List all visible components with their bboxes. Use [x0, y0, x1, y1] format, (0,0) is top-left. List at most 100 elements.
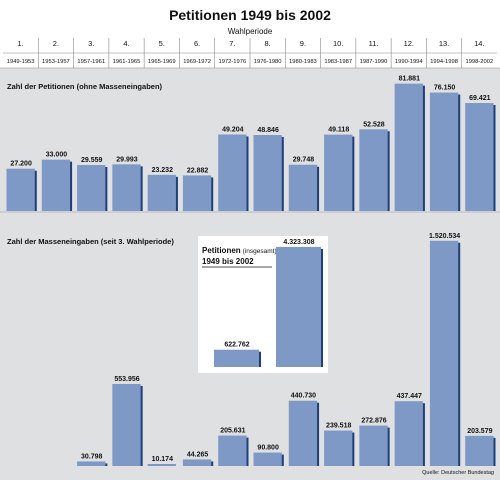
wahlperiode-label: Wahlperiode	[228, 27, 273, 36]
period-years: 1998-2002	[465, 59, 493, 65]
source-note: Quelle: Deutscher Bundestag	[422, 470, 494, 476]
petitions-bar-shadow	[69, 161, 73, 211]
mass-petitions-bar	[359, 425, 388, 466]
period-number: 5.	[159, 39, 165, 48]
petitions-bar-shadow	[210, 177, 214, 211]
petitions-bar-label: 29.748	[293, 157, 315, 164]
period-number: 10.	[333, 39, 343, 48]
petitions-series: 27.200 33.000 29.559 29.993 23.232 22.882 49.2…	[0, 76, 500, 213]
mass-petitions-bar	[324, 430, 353, 466]
mass-petitions-bar	[147, 464, 176, 466]
period-years: 1983-1987	[324, 59, 352, 65]
petitions-bar-shadow	[386, 131, 390, 211]
period-years: 1953-1957	[42, 59, 70, 65]
petitions-bar-label: 27.200	[10, 161, 32, 168]
petitions-bar	[253, 135, 282, 211]
petitions-bar-shadow	[139, 166, 143, 211]
mass-petitions-bar-shadow	[386, 427, 390, 466]
petitions-bar	[147, 174, 176, 211]
petitions-bar-label: 49.204	[222, 126, 244, 133]
mass-petitions-bar-shadow	[245, 437, 249, 466]
period-number: 13.	[439, 39, 449, 48]
mass-petitions-bar-shadow	[457, 242, 461, 466]
petitions-bar-label: 29.993	[116, 156, 138, 163]
petitions-bar	[394, 83, 423, 211]
chart-title: Petitionen 1949 bis 2002	[169, 7, 331, 23]
petitions-bar	[324, 134, 353, 211]
period-number: 9.	[300, 39, 306, 48]
period-years: 1987-1990	[360, 59, 388, 65]
mass-petitions-bar	[394, 401, 423, 466]
mass-petitions-bar-label: 44.265	[187, 451, 209, 458]
mass-petitions-bar	[288, 400, 318, 466]
petitions-bar-label: 23.232	[152, 167, 174, 174]
inset-bar-label: 622.762	[224, 342, 249, 349]
inset-title-line2: 1949 bis 2002	[202, 257, 254, 266]
mass-petitions-bar-shadow	[280, 454, 284, 466]
mass-petitions-bar-shadow	[351, 432, 355, 466]
petitions-bar	[182, 175, 212, 211]
petitions-bar-label: 76.150	[434, 85, 456, 92]
petitions-bar-shadow	[280, 137, 284, 211]
mass-petitions-bar-label: 553.956	[114, 376, 139, 383]
mass-petitions-bar-shadow	[421, 403, 425, 466]
period-years: 1949-1953	[7, 59, 35, 65]
mass-petitions-bar-shadow	[316, 402, 320, 466]
series2-label: Zahl der Masseneingaben (seit 3. Wahlper…	[7, 237, 174, 246]
period-number: 12.	[404, 39, 414, 48]
period-years: 1969-1972	[183, 59, 211, 65]
petitions-bar-shadow	[316, 166, 320, 211]
mass-petitions-bar	[253, 452, 282, 466]
petitions-bar-label: 52.528	[363, 121, 385, 128]
petitions-bar-shadow	[351, 136, 355, 211]
mass-petitions-bar-shadow	[492, 437, 496, 466]
petitions-bar-label: 48.846	[257, 127, 279, 134]
mass-petitions-bar	[218, 435, 247, 466]
mass-petitions-bar-label: 205.631	[220, 428, 245, 435]
petitions-bar	[288, 164, 318, 211]
petitions-bar-shadow	[457, 94, 461, 211]
period-years: 1965-1969	[148, 59, 176, 65]
period-years: 1961-1965	[113, 59, 141, 65]
petitions-bar	[429, 92, 459, 211]
period-number: 1.	[18, 39, 24, 48]
petitions-bar-label: 33.000	[46, 152, 68, 159]
inset-title-main: Petitionen	[202, 246, 241, 255]
period-number: 4.	[123, 39, 129, 48]
inset-bar-label: 4.323.308	[283, 239, 314, 246]
period-years: 1990-1994	[395, 59, 423, 65]
period-years: 1980-1983	[289, 59, 317, 65]
mass-petitions-bar-shadow	[210, 461, 214, 466]
inset-series: 622.762 4.323.308	[214, 239, 323, 367]
petitions-bar-shadow	[33, 170, 37, 211]
petitions-bar-label: 69.421	[469, 95, 491, 102]
period-number: 7.	[229, 39, 235, 48]
mass-petitions-bar	[77, 461, 106, 466]
period-number: 6.	[194, 39, 200, 48]
mass-petitions-bar	[465, 435, 494, 466]
mass-petitions-bar-label: 30.798	[81, 453, 103, 460]
mass-petitions-bar-shadow	[104, 463, 108, 466]
petitions-bar-label: 29.559	[81, 157, 103, 164]
inset-bar	[214, 349, 259, 367]
mass-petitions-bar-label: 437.447	[397, 393, 422, 400]
petitions-bar	[6, 168, 35, 211]
mass-petitions-bar-label: 1.520.534	[429, 233, 460, 240]
petitions-bar	[77, 165, 106, 211]
petitions-bar	[112, 164, 141, 211]
petitions-bar-shadow	[492, 105, 496, 211]
mass-petitions-bar-label: 272.876	[361, 418, 386, 425]
mass-petitions-bar	[429, 240, 459, 466]
inset-bar	[276, 246, 321, 367]
mass-petitions-bar-label: 90.800	[257, 445, 279, 452]
mass-petitions-bar	[182, 459, 212, 466]
period-years: 1972-1976	[218, 59, 246, 65]
period-number: 14.	[474, 39, 484, 48]
petitions-bar	[465, 103, 494, 211]
period-number: 8.	[265, 39, 271, 48]
period-years: 1976-1980	[254, 59, 282, 65]
inset-bar-shadow	[258, 351, 261, 367]
period-years: 1994-1998	[430, 59, 458, 65]
petitions-bar-label: 81.881	[399, 76, 421, 83]
